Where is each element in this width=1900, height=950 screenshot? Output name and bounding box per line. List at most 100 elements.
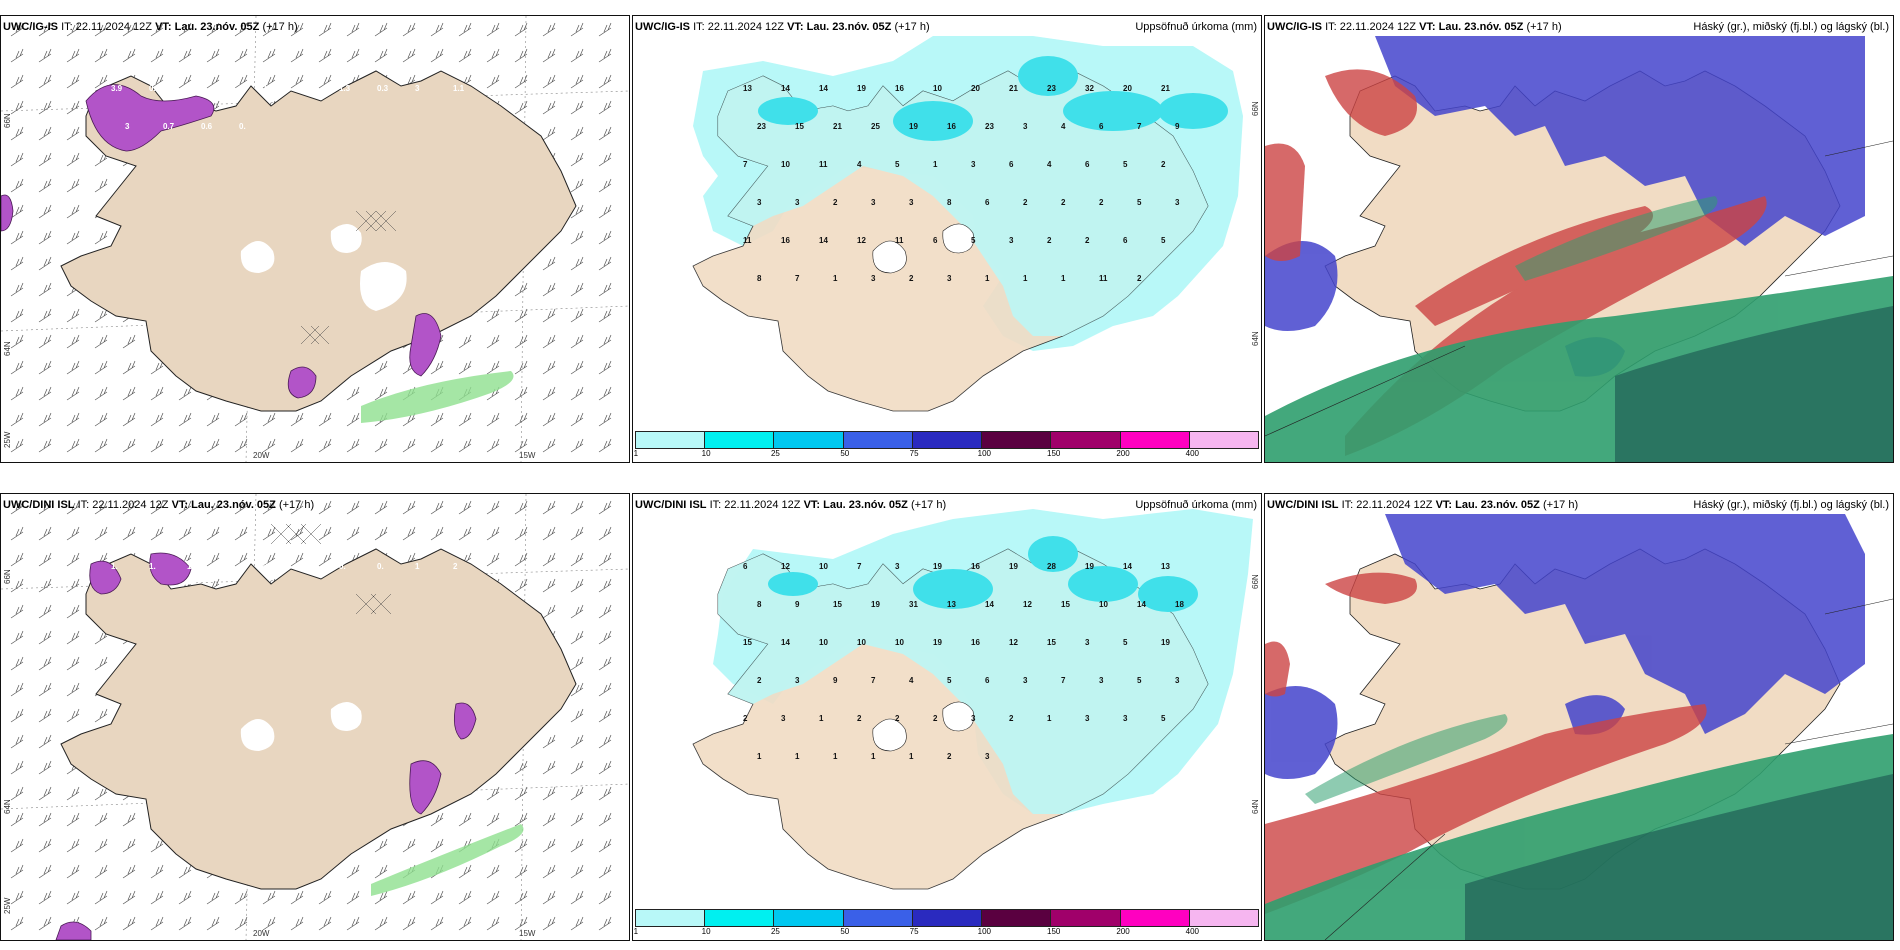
wind-barb <box>374 48 388 63</box>
lat-label-64n: 64N <box>3 799 12 814</box>
wind-barb <box>150 838 164 853</box>
wind-barb <box>150 360 164 375</box>
wind-barb <box>38 204 52 219</box>
lon-label-25w: 25W <box>3 431 12 448</box>
wind-barb <box>598 178 612 193</box>
wind-barb <box>94 74 108 89</box>
wind-barb <box>290 500 304 515</box>
wind-barb <box>458 22 472 37</box>
wind-barb <box>38 734 52 749</box>
value-label: 21 <box>833 122 842 131</box>
wind-barb <box>234 412 248 427</box>
wind-barb <box>458 438 472 453</box>
wind-barb <box>10 760 24 775</box>
wind-barb <box>38 760 52 775</box>
colorbar-tick-label: 25 <box>770 449 780 458</box>
wind-barb <box>178 74 192 89</box>
value-label: 0. <box>263 562 270 571</box>
value-label: 1 <box>985 274 990 283</box>
wind-barb <box>38 552 52 567</box>
lon-label-20w: 20W <box>253 929 270 938</box>
wind-barb <box>10 552 24 567</box>
wind-barb <box>514 308 528 323</box>
wind-barb <box>38 412 52 427</box>
value-label: 11 <box>895 236 904 245</box>
panel-title: UWC/DINI ISL IT: 22.11.2024 12Z VT: Lau.… <box>635 499 946 511</box>
wind-barb <box>570 682 584 697</box>
colorbar-tick-label: 400 <box>1185 449 1200 458</box>
wind-barb <box>10 734 24 749</box>
wind-barb <box>234 552 248 567</box>
value-label: 10 <box>819 562 828 571</box>
wind-barb <box>598 22 612 37</box>
it-value: 22.11.2024 12Z <box>1356 499 1433 511</box>
wind-barb <box>570 22 584 37</box>
value-label: 11 <box>819 160 828 169</box>
wind-barb <box>38 708 52 723</box>
wind-barb <box>374 22 388 37</box>
wind-barb <box>346 48 360 63</box>
lead-time: (+17 h) <box>894 21 930 33</box>
colorbar-tick-label: 150 <box>1046 449 1061 458</box>
iceland-land <box>60 70 577 412</box>
wind-barb <box>570 204 584 219</box>
wind-barb <box>402 500 416 515</box>
colorbar-swatch <box>1120 910 1190 926</box>
wind-barb <box>430 916 444 931</box>
wind-barb <box>318 438 332 453</box>
wind-barb <box>94 890 108 905</box>
wind-barb <box>542 604 556 619</box>
wind-barb <box>66 230 80 245</box>
value-label: 21 <box>1009 84 1018 93</box>
value-label: 11 <box>1099 274 1108 283</box>
value-label: 3 <box>125 122 130 131</box>
wind-barb <box>206 412 220 427</box>
wind-barb <box>318 22 332 37</box>
wind-barb <box>542 916 556 931</box>
wind-barb <box>10 48 24 63</box>
wind-barb <box>10 204 24 219</box>
colorbar-tick-label: 10 <box>701 927 711 936</box>
value-label: 14 <box>819 84 828 93</box>
wind-barb <box>598 864 612 879</box>
wind-barb <box>262 552 276 567</box>
wind-barb <box>514 386 528 401</box>
wind-barb <box>598 308 612 323</box>
wind-barb <box>262 500 276 515</box>
lon-label-15w: 15W <box>519 451 536 460</box>
wind-barb <box>66 386 80 401</box>
wind-barb <box>458 48 472 63</box>
colorbar-tick-label: 150 <box>1046 927 1061 936</box>
value-label: 5 <box>1123 638 1128 647</box>
wind-barb <box>542 552 556 567</box>
lat-label-66n: 66N <box>3 569 12 584</box>
wind-barb <box>430 526 444 541</box>
wind-barb <box>542 334 556 349</box>
wind-barb <box>10 308 24 323</box>
wind-barb <box>486 438 500 453</box>
wind-barb <box>542 838 556 853</box>
colorbar-swatch <box>1051 910 1121 926</box>
wind-barb <box>38 48 52 63</box>
value-label: 1. <box>149 562 156 571</box>
wind-barb <box>262 22 276 37</box>
value-label: 15 <box>1061 600 1070 609</box>
wind-barb <box>38 22 52 37</box>
value-label: 2 <box>1009 714 1014 723</box>
vt-label: VT: <box>1419 21 1436 33</box>
wind-barb <box>346 386 360 401</box>
colorbar-swatch <box>1120 432 1190 448</box>
wind-barb <box>38 864 52 879</box>
wind-barb <box>66 812 80 827</box>
wind-barb <box>94 178 108 193</box>
wind-barb <box>150 890 164 905</box>
value-label: 8 <box>757 274 762 283</box>
colorbar-swatch <box>1051 432 1121 448</box>
wind-barb <box>514 552 528 567</box>
wind-barb <box>38 438 52 453</box>
colorbar-tick-label: 100 <box>977 927 992 936</box>
field-title: Uppsöfnuð úrkoma (mm) <box>1135 21 1257 33</box>
lat-label-64n: 64N <box>1251 331 1260 346</box>
map-cloud-cover <box>1265 494 1893 940</box>
wind-barb <box>570 412 584 427</box>
